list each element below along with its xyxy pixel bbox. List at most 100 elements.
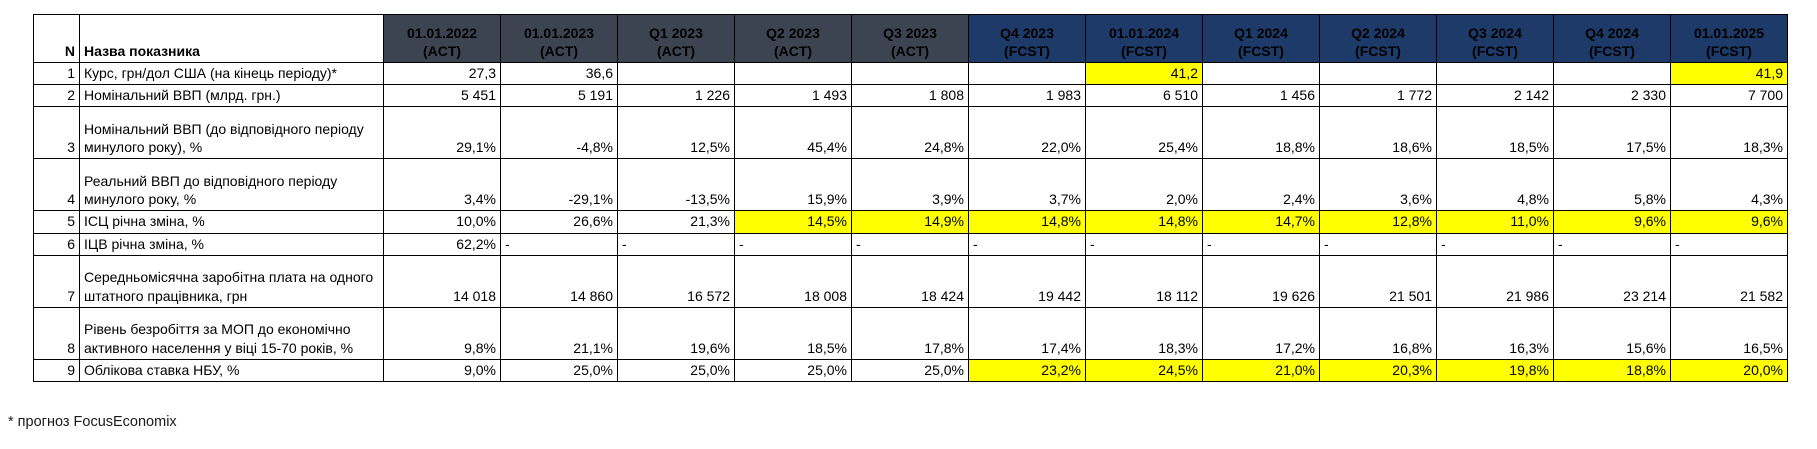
value-cell[interactable]: 1 493: [734, 84, 852, 108]
value-cell[interactable]: 14 018: [383, 254, 501, 308]
value-cell[interactable]: -: [1670, 232, 1788, 256]
value-cell[interactable]: -4,8%: [500, 106, 618, 160]
column-header-3[interactable]: Q1 2023 (ACT): [617, 14, 735, 63]
value-cell[interactable]: 24,8%: [851, 106, 969, 160]
value-cell[interactable]: 29,1%: [383, 106, 501, 160]
value-cell[interactable]: 2 330: [1553, 84, 1671, 108]
corner-n-header[interactable]: N: [33, 14, 80, 63]
highlighted-value-cell[interactable]: 12,8%: [1319, 210, 1437, 234]
value-cell[interactable]: 17,4%: [968, 306, 1086, 360]
value-cell[interactable]: 27,3: [383, 61, 501, 86]
value-cell[interactable]: 18,6%: [1319, 106, 1437, 160]
value-cell[interactable]: 62,2%: [383, 232, 501, 256]
indicator-label-cell[interactable]: ІСЦ річна зміна, %: [79, 210, 384, 234]
value-cell[interactable]: 45,4%: [734, 106, 852, 160]
value-cell[interactable]: -: [1436, 232, 1554, 256]
value-cell[interactable]: 21 986: [1436, 254, 1554, 308]
value-cell[interactable]: 9,8%: [383, 306, 501, 360]
value-cell[interactable]: 19,6%: [617, 306, 735, 360]
value-cell[interactable]: 18,3%: [1670, 106, 1788, 160]
value-cell[interactable]: 2,0%: [1085, 158, 1203, 212]
row-number-cell[interactable]: 6: [33, 232, 80, 256]
value-cell[interactable]: 18,5%: [734, 306, 852, 360]
column-header-2[interactable]: 01.01.2023 (ACT): [500, 14, 618, 63]
indicator-label-cell[interactable]: Номінальний ВВП (до відповідного періоду…: [79, 106, 384, 160]
value-cell[interactable]: 18,3%: [1085, 306, 1203, 360]
indicator-name-header[interactable]: Назва показника: [79, 14, 384, 63]
highlighted-value-cell[interactable]: 21,0%: [1202, 358, 1320, 382]
value-cell[interactable]: 25,4%: [1085, 106, 1203, 160]
value-cell[interactable]: 15,6%: [1553, 306, 1671, 360]
value-cell[interactable]: 5 451: [383, 84, 501, 108]
value-cell[interactable]: 5 191: [500, 84, 618, 108]
value-cell[interactable]: -13,5%: [617, 158, 735, 212]
value-cell[interactable]: 26,6%: [500, 210, 618, 234]
value-cell[interactable]: [1202, 61, 1320, 86]
value-cell[interactable]: -: [1085, 232, 1203, 256]
value-cell[interactable]: 6 510: [1085, 84, 1203, 108]
indicator-label-cell[interactable]: ІЦВ річна зміна, %: [79, 232, 384, 256]
indicator-label-cell[interactable]: Курс, грн/дол США (на кінець періоду)*: [79, 61, 384, 86]
value-cell[interactable]: [1319, 61, 1437, 86]
value-cell[interactable]: 1 456: [1202, 84, 1320, 108]
column-header-4[interactable]: Q2 2023 (ACT): [734, 14, 852, 63]
row-number-cell[interactable]: 5: [33, 210, 80, 234]
indicator-label-cell[interactable]: Середньомісячна заробітна плата на одног…: [79, 254, 384, 308]
value-cell[interactable]: 16 572: [617, 254, 735, 308]
value-cell[interactable]: 3,9%: [851, 158, 969, 212]
value-cell[interactable]: [851, 61, 969, 86]
value-cell[interactable]: 21,1%: [500, 306, 618, 360]
value-cell[interactable]: 12,5%: [617, 106, 735, 160]
value-cell[interactable]: -: [500, 232, 618, 256]
highlighted-value-cell[interactable]: 11,0%: [1436, 210, 1554, 234]
row-number-cell[interactable]: 9: [33, 358, 80, 382]
value-cell[interactable]: 21,3%: [617, 210, 735, 234]
column-header-8[interactable]: Q1 2024 (FCST): [1202, 14, 1320, 63]
value-cell[interactable]: -: [1319, 232, 1437, 256]
column-header-1[interactable]: 01.01.2022 (ACT): [383, 14, 501, 63]
value-cell[interactable]: [1436, 61, 1554, 86]
value-cell[interactable]: -: [1553, 232, 1671, 256]
indicator-label-cell[interactable]: Облікова ставка НБУ, %: [79, 358, 384, 382]
highlighted-value-cell[interactable]: 20,3%: [1319, 358, 1437, 382]
row-number-cell[interactable]: 3: [33, 106, 80, 160]
value-cell[interactable]: 16,3%: [1436, 306, 1554, 360]
value-cell[interactable]: 3,7%: [968, 158, 1086, 212]
value-cell[interactable]: 25,0%: [617, 358, 735, 382]
column-header-11[interactable]: Q4 2024 (FCST): [1553, 14, 1671, 63]
indicator-label-cell[interactable]: Рівень безробіття за МОП до економічно а…: [79, 306, 384, 360]
value-cell[interactable]: 1 808: [851, 84, 969, 108]
highlighted-value-cell[interactable]: 14,9%: [851, 210, 969, 234]
value-cell[interactable]: [617, 61, 735, 86]
highlighted-value-cell[interactable]: 14,8%: [968, 210, 1086, 234]
value-cell[interactable]: [968, 61, 1086, 86]
value-cell[interactable]: 14 860: [500, 254, 618, 308]
value-cell[interactable]: 1 983: [968, 84, 1086, 108]
highlighted-value-cell[interactable]: 20,0%: [1670, 358, 1788, 382]
value-cell[interactable]: 16,5%: [1670, 306, 1788, 360]
value-cell[interactable]: 2,4%: [1202, 158, 1320, 212]
value-cell[interactable]: [1553, 61, 1671, 86]
value-cell[interactable]: 36,6: [500, 61, 618, 86]
value-cell[interactable]: 2 142: [1436, 84, 1554, 108]
value-cell[interactable]: 18 008: [734, 254, 852, 308]
value-cell[interactable]: 21 582: [1670, 254, 1788, 308]
value-cell[interactable]: 21 501: [1319, 254, 1437, 308]
value-cell[interactable]: 9,0%: [383, 358, 501, 382]
highlighted-value-cell[interactable]: 9,6%: [1670, 210, 1788, 234]
value-cell[interactable]: 25,0%: [734, 358, 852, 382]
value-cell[interactable]: 7 700: [1670, 84, 1788, 108]
row-number-cell[interactable]: 4: [33, 158, 80, 212]
highlighted-value-cell[interactable]: 14,5%: [734, 210, 852, 234]
column-header-6[interactable]: Q4 2023 (FCST): [968, 14, 1086, 63]
value-cell[interactable]: 16,8%: [1319, 306, 1437, 360]
value-cell[interactable]: 18,5%: [1436, 106, 1554, 160]
value-cell[interactable]: 18,8%: [1202, 106, 1320, 160]
column-header-5[interactable]: Q3 2023 (ACT): [851, 14, 969, 63]
value-cell[interactable]: 18 112: [1085, 254, 1203, 308]
value-cell[interactable]: 10,0%: [383, 210, 501, 234]
value-cell[interactable]: 1 772: [1319, 84, 1437, 108]
value-cell[interactable]: 17,5%: [1553, 106, 1671, 160]
value-cell[interactable]: -29,1%: [500, 158, 618, 212]
value-cell[interactable]: -: [1202, 232, 1320, 256]
